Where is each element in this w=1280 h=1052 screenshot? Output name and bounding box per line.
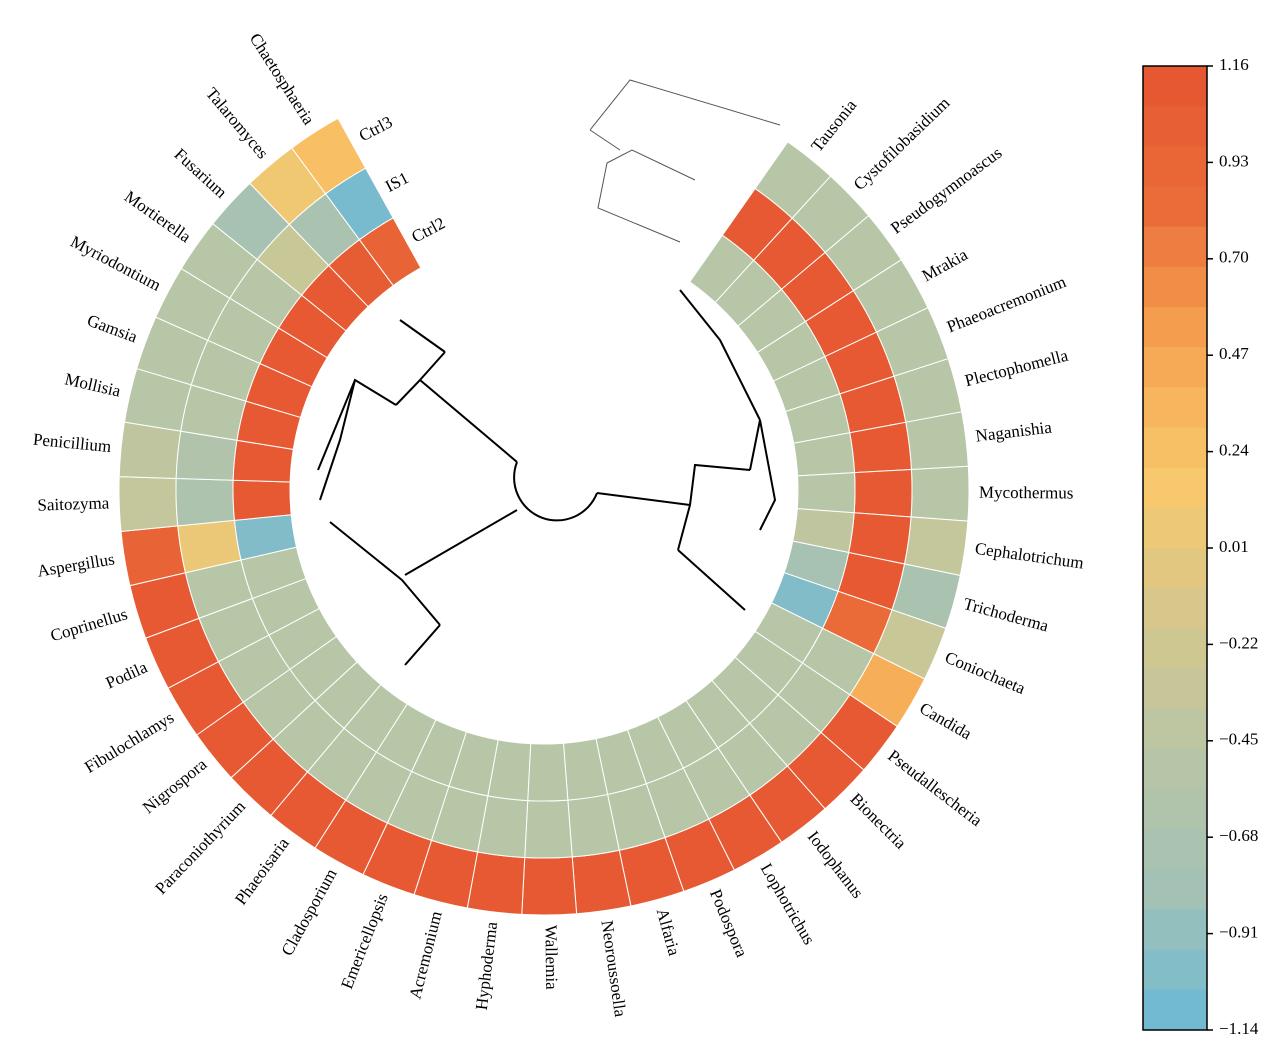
category-label: Iodophanus xyxy=(804,827,868,901)
category-label: Plectophomella xyxy=(963,346,1071,391)
colorbar-band xyxy=(1143,628,1207,669)
colorbar-band xyxy=(1143,146,1207,187)
category-label: Fibulochlamys xyxy=(81,708,177,777)
colorbar-band xyxy=(1143,307,1207,348)
colorbar-tick-label: −0.91 xyxy=(1219,923,1258,942)
colorbar-band xyxy=(1143,989,1207,1031)
heat-cell xyxy=(527,742,569,802)
colorbar-tick-label: −0.68 xyxy=(1219,826,1258,845)
category-label: Nigrospora xyxy=(139,754,211,817)
colorbar-band xyxy=(1143,909,1207,951)
category-label: Podospora xyxy=(706,886,752,960)
colorbar-band xyxy=(1143,748,1207,790)
colorbar-band xyxy=(1143,949,1207,991)
heat-cell xyxy=(521,856,578,916)
colorbar-band xyxy=(1143,106,1207,147)
category-label: Wallemia xyxy=(541,925,561,990)
category-label: Phaeoisaria xyxy=(231,834,293,909)
colorbar-band xyxy=(1143,66,1207,107)
colorbar-tick-label: 1.16 xyxy=(1219,55,1249,74)
colorbar-band xyxy=(1143,869,1207,910)
category-label: Cephalotrichum xyxy=(974,539,1085,573)
heat-cell xyxy=(175,477,236,527)
category-label: Podila xyxy=(103,657,151,692)
colorbar-band xyxy=(1143,347,1207,388)
category-label: Talaromyces xyxy=(202,84,272,162)
colorbar-tick-label: 0.93 xyxy=(1219,151,1249,170)
category-label: Neoroussoella xyxy=(597,919,630,1018)
colorbar-band xyxy=(1143,387,1207,428)
heat-cell xyxy=(910,465,970,522)
colorbar-band xyxy=(1143,507,1207,549)
category-label: Mycothermus xyxy=(979,483,1074,503)
colorbar-band xyxy=(1143,226,1207,268)
category-label: Chaetosphaeria xyxy=(246,30,319,129)
colorbar-band xyxy=(1143,668,1207,710)
heat-cell xyxy=(905,411,969,470)
colorbar-band xyxy=(1143,548,1207,589)
category-label: Acremonium xyxy=(405,909,445,1001)
colorbar-band xyxy=(1143,186,1207,228)
category-label: Trichoderma xyxy=(961,594,1051,635)
row-label: Ctrl3 xyxy=(356,112,396,145)
category-label: Myriodontium xyxy=(67,232,164,295)
colorbar-tick-label: 0.24 xyxy=(1219,441,1249,460)
category-label: Alfaria xyxy=(653,906,684,958)
heat-cell xyxy=(232,479,292,521)
heat-cell xyxy=(118,476,179,533)
row-label: IS1 xyxy=(382,168,412,196)
category-label: Aspergillus xyxy=(36,549,116,580)
colorbar-tick-label: −1.14 xyxy=(1219,1019,1259,1038)
row-dendrogram xyxy=(317,289,777,666)
heat-cell xyxy=(796,472,856,514)
category-label: Emericellopsis xyxy=(337,891,392,992)
category-label: Cladosporium xyxy=(277,865,340,959)
category-label: Mollisia xyxy=(63,369,123,400)
colorbar-tick-label: −0.45 xyxy=(1219,730,1258,749)
category-label: Coniochaeta xyxy=(942,648,1028,698)
row-label: Ctrl2 xyxy=(408,213,448,246)
category-label: Paraconiothyrium xyxy=(151,797,249,898)
heat-cell xyxy=(358,217,422,287)
category-label: Penicillium xyxy=(32,430,112,456)
heat-cell xyxy=(118,421,182,479)
colorbar-tick-label: 0.70 xyxy=(1219,248,1249,267)
colorbar-tick-label: −0.22 xyxy=(1219,633,1258,652)
category-label: Saitozyma xyxy=(37,493,110,514)
colorbar-band xyxy=(1143,829,1207,870)
category-label: Gamsia xyxy=(85,311,141,347)
category-label: Hyphoderma xyxy=(472,920,501,1011)
heat-cell xyxy=(853,468,913,518)
category-label: Fusarium xyxy=(171,145,231,202)
column-dendrogram xyxy=(589,79,781,243)
colorbar-band xyxy=(1143,467,1207,509)
category-label: Cystofilobasidium xyxy=(850,93,954,194)
category-label: Lophotrichus xyxy=(757,860,819,948)
category-label: Phaeoacremonium xyxy=(944,272,1069,336)
colorbar-band xyxy=(1143,427,1207,469)
colorbar-band xyxy=(1143,266,1207,308)
colorbar-band xyxy=(1143,588,1207,629)
category-label: Pseudallescheria xyxy=(884,746,986,830)
category-label: Naganishia xyxy=(975,417,1054,445)
category-label: Candida xyxy=(916,699,975,744)
category-label: Pseudogymnoascus xyxy=(887,143,1005,237)
heat-cell xyxy=(524,799,573,859)
category-label: Coprinellus xyxy=(48,604,129,645)
category-label: Bionectria xyxy=(847,789,911,853)
category-label: Mortierella xyxy=(121,187,195,247)
category-label: Tausonia xyxy=(807,96,860,156)
category-label: Mrakia xyxy=(919,245,972,286)
colorbar-tick-label: 0.47 xyxy=(1219,344,1249,363)
colorbar-band xyxy=(1143,789,1207,830)
colorbar-tick-label: 0.01 xyxy=(1219,537,1249,556)
colorbar-band xyxy=(1143,708,1207,750)
